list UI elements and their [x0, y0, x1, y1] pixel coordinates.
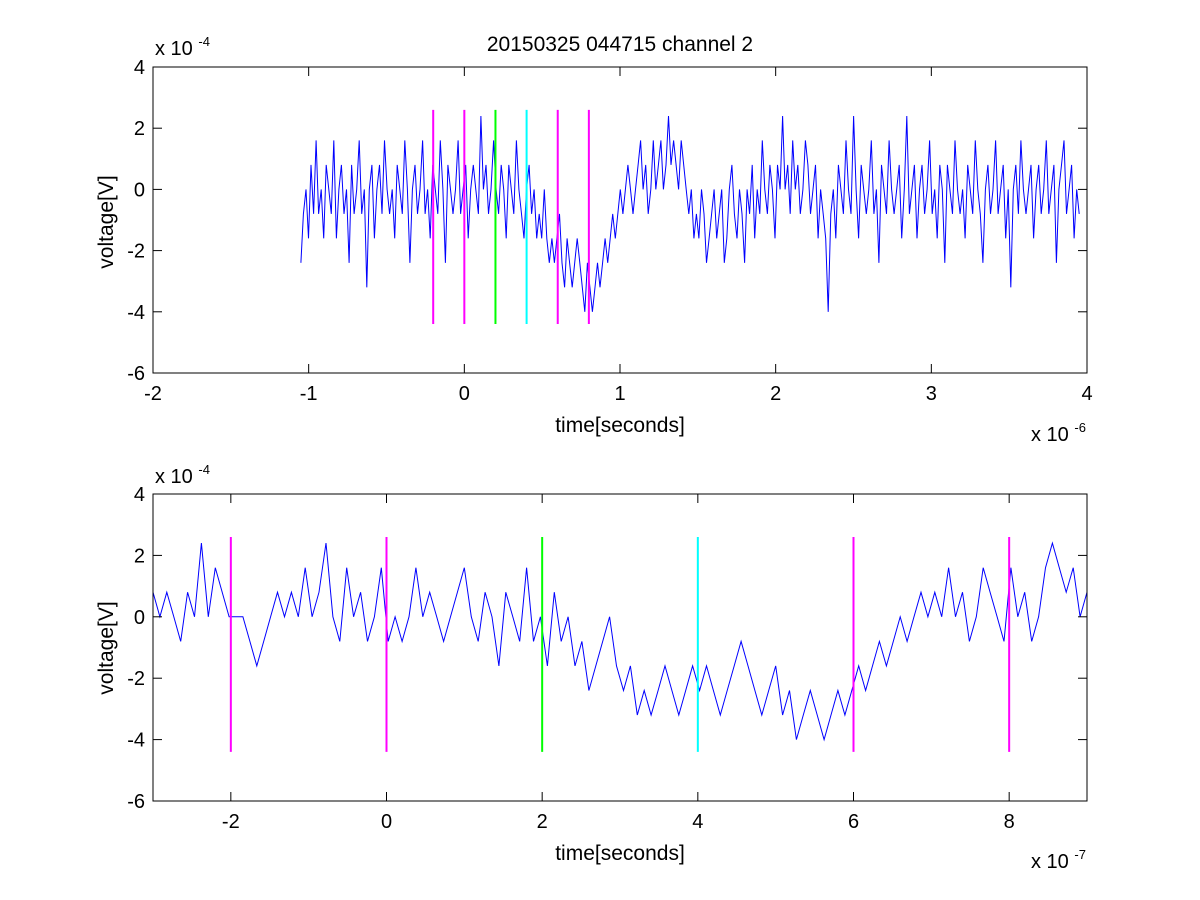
voltage-trace-line — [152, 541, 1088, 742]
x-tick-label: 4 — [692, 811, 703, 833]
series-layer — [152, 541, 1088, 742]
y-multiplier: x 10 -4 — [155, 34, 210, 60]
x-tick-label: 8 — [1004, 811, 1015, 833]
x-multiplier-base: x 10 — [1031, 424, 1069, 446]
axes-box — [152, 493, 1088, 802]
subplot-full-trace: -2 -1 0 1 2 3 4 -6 -4 -2 0 2 4 time[seconds] voltage… — [95, 34, 1093, 446]
y-tick-label: -4 — [127, 302, 145, 324]
x-tick-label: 6 — [848, 811, 859, 833]
tick-layer: -2 -1 0 1 2 3 4 -6 -4 -2 0 2 4 — [127, 57, 1092, 405]
y-tick-label: 4 — [134, 484, 145, 506]
y-axis-label: voltage[V] — [95, 175, 118, 268]
subplot-zoomed-trace: -2 0 2 4 6 8 -6 -4 -2 0 2 4 time[seconds] voltage[V… — [95, 462, 1088, 873]
y-multiplier-base: x 10 — [155, 466, 193, 488]
marker-layer — [432, 109, 590, 325]
y-tick-label: 0 — [134, 179, 145, 201]
x-multiplier: x 10 -7 — [1031, 847, 1086, 873]
x-axis-label: time[seconds] — [555, 414, 685, 437]
x-multiplier-base: x 10 — [1031, 851, 1069, 873]
x-multiplier-exponent: -7 — [1074, 847, 1086, 862]
y-multiplier-exponent: -4 — [198, 462, 210, 477]
y-axis-label: voltage[V] — [95, 601, 118, 694]
y-tick-label: -6 — [127, 363, 145, 385]
y-tick-label: 4 — [134, 57, 145, 79]
x-tick-label: 4 — [1081, 383, 1092, 405]
x-multiplier: x 10 -6 — [1031, 420, 1086, 446]
figure-title: 20150325 044715 channel 2 — [487, 33, 753, 56]
y-tick-label: -4 — [127, 730, 145, 752]
marker-layer — [229, 536, 1011, 752]
y-tick-label: 0 — [134, 607, 145, 629]
x-tick-label: 2 — [537, 811, 548, 833]
y-tick-label: -2 — [127, 241, 145, 263]
x-axis-label: time[seconds] — [555, 842, 685, 865]
x-tick-label: 3 — [926, 383, 937, 405]
x-tick-label: -1 — [300, 383, 318, 405]
y-multiplier-exponent: -4 — [198, 34, 210, 49]
series-layer — [300, 115, 1080, 312]
y-multiplier: x 10 -4 — [155, 462, 210, 488]
x-tick-label: 0 — [459, 383, 470, 405]
tick-layer: -2 0 2 4 6 8 -6 -4 -2 0 2 4 — [127, 484, 1087, 833]
x-tick-label: -2 — [222, 811, 240, 833]
y-tick-label: -6 — [127, 791, 145, 813]
y-tick-label: -2 — [127, 668, 145, 690]
y-tick-label: 2 — [134, 118, 145, 140]
x-tick-label: 2 — [770, 383, 781, 405]
x-tick-label: 1 — [614, 383, 625, 405]
x-multiplier-exponent: -6 — [1074, 420, 1086, 435]
x-tick-label: -2 — [144, 383, 162, 405]
y-tick-label: 2 — [134, 545, 145, 567]
y-multiplier-base: x 10 — [155, 38, 193, 60]
x-tick-label: 0 — [381, 811, 392, 833]
voltage-trace-line — [300, 115, 1080, 312]
